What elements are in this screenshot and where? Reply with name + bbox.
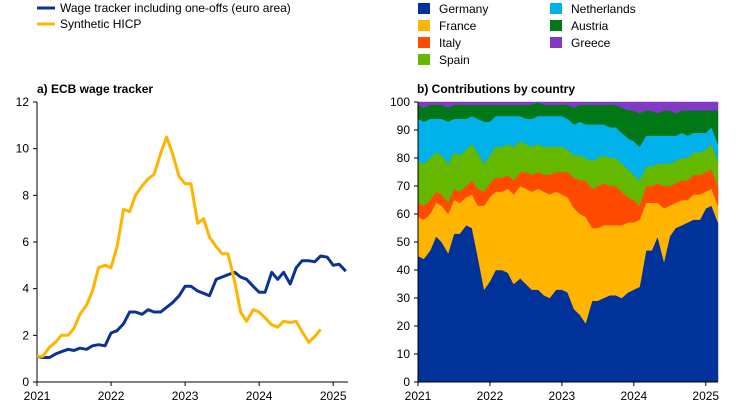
chart-a-y-tick-label: 6 (22, 235, 29, 249)
chart-b-x-tick-label: 2024 (620, 389, 647, 403)
chart-a-series (36, 135, 347, 359)
legend-swatch-france (418, 20, 430, 31)
legend-left: Wage tracker including one-offs (euro ar… (37, 1, 291, 31)
chart-b-y-tick-label: 100 (390, 95, 410, 109)
chart-a-y-tick-label: 12 (16, 95, 30, 109)
legend-label-spain: Spain (439, 53, 470, 67)
chart-a-x-tick-label: 2025 (320, 389, 347, 403)
chart-b-y-tick-label: 70 (397, 179, 411, 193)
chart-a-y-tick-label: 0 (22, 375, 29, 389)
chart-a-y-tick-label: 8 (22, 188, 29, 202)
legend-right: Germany France Italy Spain Netherlands Austri… (418, 2, 636, 67)
chart-b-axes: 0 10 20 30 40 50 60 70 80 90 100 2021 2022 2023 2024 20… (390, 95, 719, 403)
chart-b-y-tick-label: 10 (397, 347, 411, 361)
chart-b-title: b) Contributions by country (417, 82, 575, 96)
chart-b-y-tick-label: 30 (397, 291, 411, 305)
chart-b-y-tick-label: 20 (397, 319, 411, 333)
area-greece (417, 101, 719, 114)
legend-label-greece: Greece (571, 36, 611, 50)
chart-b-y-tick-label: 50 (397, 235, 411, 249)
legend-label-germany: Germany (439, 2, 488, 16)
chart-b-x-tick-label: 2022 (477, 389, 504, 403)
legend-label-wage-tracker: Wage tracker including one-offs (euro ar… (60, 1, 291, 15)
legend-label-france: France (439, 19, 477, 33)
chart-b-y-tick-label: 40 (397, 263, 411, 277)
chart-a: 0 2 4 6 8 10 12 2021 2022 2023 2024 2025 (16, 95, 348, 403)
chart-b-y-tick-label: 60 (397, 207, 411, 221)
chart-a-x-tick-label: 2024 (246, 389, 273, 403)
legend-label-italy: Italy (439, 36, 461, 50)
chart-b-areas (417, 101, 719, 383)
chart-a-y-tick-label: 4 (22, 282, 29, 296)
chart-a-x-tick-label: 2023 (172, 389, 199, 403)
series-line-synthetic-hicp (37, 135, 322, 358)
chart-b-x-tick-label: 2023 (549, 389, 576, 403)
chart-b-y-tick-label: 80 (397, 151, 411, 165)
chart-b-y-tick-label: 90 (397, 123, 411, 137)
legend-label-synthetic-hicp: Synthetic HICP (60, 17, 141, 31)
chart-b: 0 10 20 30 40 50 60 70 80 90 100 2021 2022 2023 2024 20… (390, 95, 719, 403)
chart-a-title: a) ECB wage tracker (37, 82, 153, 96)
chart-b-x-tick-label: 2021 (405, 389, 432, 403)
chart-a-x-tick-label: 2021 (24, 389, 51, 403)
chart-b-x-tick-label: 2025 (692, 389, 719, 403)
chart-a-y-tick-label: 2 (22, 328, 29, 342)
chart-a-axes: 0 2 4 6 8 10 12 2021 2022 2023 2024 2025 (16, 95, 348, 403)
legend-swatch-austria (550, 20, 562, 31)
legend-swatch-greece (550, 37, 562, 48)
chart-b-y-tick-label: 0 (403, 375, 410, 389)
series-line-wage-tracker-including-one-offs-euro-area (36, 254, 347, 359)
chart-a-x-tick-label: 2022 (98, 389, 125, 403)
legend-label-austria: Austria (571, 19, 609, 33)
legend-swatch-italy (418, 37, 430, 48)
chart-a-y-tick-label: 10 (16, 142, 30, 156)
legend-label-netherlands: Netherlands (571, 2, 636, 16)
legend-swatch-spain (418, 54, 430, 65)
legend-swatch-germany (418, 3, 430, 14)
legend-swatch-netherlands (550, 3, 562, 14)
